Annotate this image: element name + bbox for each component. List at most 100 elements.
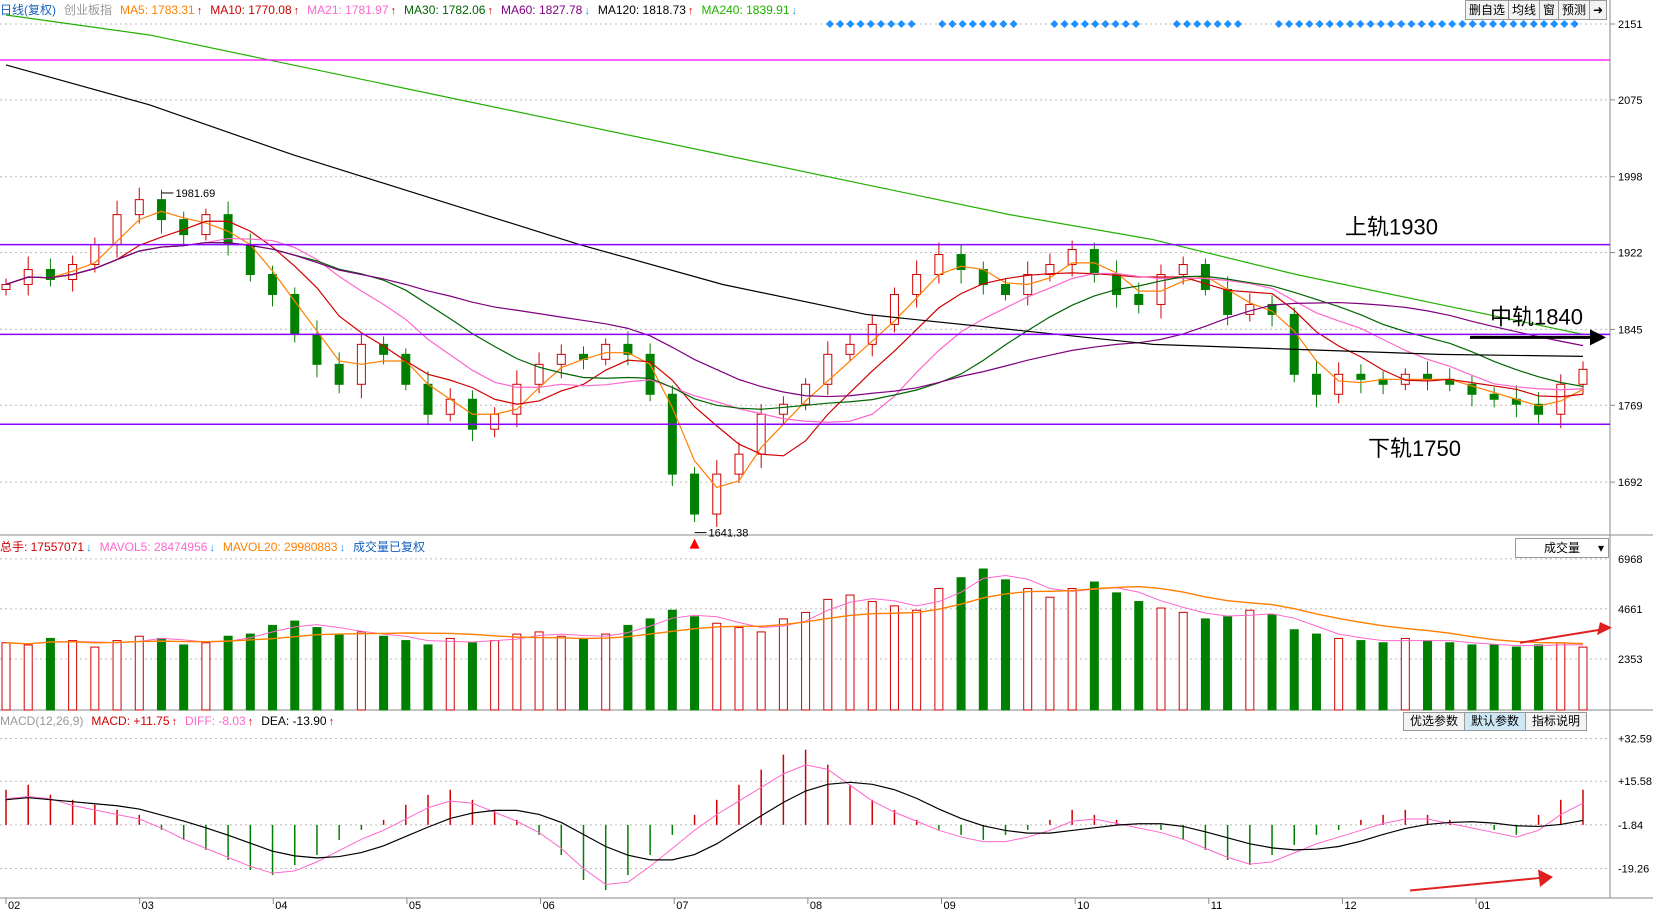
diamond-marker	[1101, 20, 1110, 28]
volume-bar	[423, 644, 433, 711]
candle	[1, 278, 11, 296]
main_legend-label: MA120: 1818.73	[597, 3, 686, 17]
volume-bar	[134, 635, 144, 711]
mavol20-line	[5, 585, 1584, 645]
diamond-marker	[1560, 20, 1569, 28]
candle	[1112, 260, 1122, 308]
volume-bar	[1223, 616, 1233, 711]
volume-bar	[156, 637, 166, 711]
price-tick-label: 1769	[1618, 400, 1642, 412]
volume-bar	[623, 624, 633, 711]
candle	[845, 333, 855, 362]
diamond-marker	[1285, 20, 1293, 28]
ma-button[interactable]: 均线	[1508, 0, 1541, 20]
price-tick-label: 1692	[1618, 477, 1642, 489]
candle	[734, 442, 744, 484]
candle-body	[734, 453, 744, 475]
volume-bar	[1178, 611, 1188, 711]
vol_legend-item: MAVOL5: 28474956 ↓	[100, 540, 215, 554]
candle-body	[423, 383, 433, 415]
diamond-marker	[907, 20, 916, 28]
volume-bar	[1245, 609, 1255, 711]
volume-bar	[690, 616, 700, 711]
candle	[467, 390, 477, 442]
candle-body	[712, 473, 722, 515]
upper-rail-label: 上轨1930	[1345, 215, 1438, 240]
volume-bar	[601, 633, 611, 711]
diamond-marker	[968, 20, 977, 28]
diamond-marker	[1397, 20, 1406, 28]
candle	[867, 315, 877, 357]
x-tick-label: 06	[543, 900, 555, 911]
diamond-marker	[1213, 20, 1222, 28]
candle-body	[1578, 368, 1588, 385]
main_legend-item: MA60: 1827.78 ↓	[501, 3, 590, 17]
candle-body	[1423, 373, 1433, 380]
main_legend-label: MA5: 1783.31	[120, 3, 195, 17]
volume-bar	[801, 611, 811, 711]
mavol5-line	[5, 575, 1583, 647]
candle	[1134, 282, 1144, 314]
diamond-marker	[948, 20, 957, 28]
volume-bar	[1067, 588, 1077, 711]
main_legend-item: 日线(复权)	[0, 3, 56, 17]
diamond-marker	[1489, 20, 1497, 28]
macd_legend-label: MACD(12,26,9)	[0, 714, 84, 728]
volume-tick-label: 2353	[1618, 654, 1642, 666]
dea-line	[5, 781, 1584, 861]
diamond-marker	[1295, 20, 1304, 28]
chevron-down-icon: ▾	[1597, 541, 1604, 555]
volume-bar	[90, 646, 100, 711]
x-tick-label: 04	[275, 900, 287, 911]
default-params-button[interactable]: 默认参数	[1464, 712, 1527, 731]
volume-bar	[1467, 644, 1477, 711]
arrow-down-icon: ↓	[86, 542, 92, 554]
arrow-up-icon: ↑	[247, 716, 254, 728]
volume-bar	[889, 605, 899, 711]
volume-trend-arrow	[1519, 628, 1601, 644]
ma10-line	[5, 220, 1584, 457]
volume-bar	[68, 640, 78, 711]
indicator-help-button[interactable]: 指标说明	[1525, 712, 1588, 731]
diamond-marker	[846, 20, 855, 28]
macd-tick-label: -19.26	[1618, 864, 1649, 876]
candle	[312, 320, 322, 378]
main_legend-label: MA10: 1770.08	[210, 3, 292, 17]
volume-bar	[1556, 642, 1566, 711]
expand-icon[interactable]: ➜	[1589, 0, 1608, 20]
macd_legend-item: DIFF: -8.03 ↑	[185, 714, 253, 728]
volume-bar	[401, 640, 411, 711]
diamond-marker	[1458, 20, 1467, 28]
candle-body	[534, 363, 544, 385]
candle-body	[1001, 283, 1011, 295]
candle	[223, 201, 233, 256]
arrow-right-icon	[1538, 869, 1553, 887]
diamond-marker	[1009, 20, 1018, 28]
remove-watchlist-button[interactable]: 删自选	[1465, 0, 1510, 20]
candle-body	[912, 274, 922, 295]
candle-body	[1134, 293, 1144, 305]
candle	[956, 244, 966, 284]
volume-bar	[1023, 588, 1033, 711]
candle-body	[1289, 313, 1299, 375]
candle	[268, 265, 278, 307]
candle-body	[490, 413, 500, 430]
candle	[1311, 360, 1321, 408]
macd_legend-item: DEA: -13.90 ↑	[261, 714, 334, 728]
low-mark-label: 1641.38	[709, 528, 749, 540]
candle-body	[778, 403, 788, 415]
price-tick-label: 2151	[1618, 19, 1642, 31]
x-tick-label: 02	[8, 900, 20, 911]
candle-body	[179, 219, 189, 236]
volume-indicator-select[interactable]: 成交量 ▾	[1515, 538, 1609, 558]
optimal-params-button[interactable]: 优选参数	[1403, 712, 1466, 731]
candle-body	[268, 274, 278, 295]
volume-bar	[1089, 581, 1099, 711]
x-tick-label: 03	[142, 900, 154, 911]
candle-body	[1334, 373, 1344, 395]
vol_legend-item: 成交量已复权	[353, 540, 425, 554]
diamond-marker	[1387, 20, 1395, 28]
diamond-marker	[1417, 20, 1426, 28]
volume-tick-label: 4661	[1618, 604, 1642, 616]
